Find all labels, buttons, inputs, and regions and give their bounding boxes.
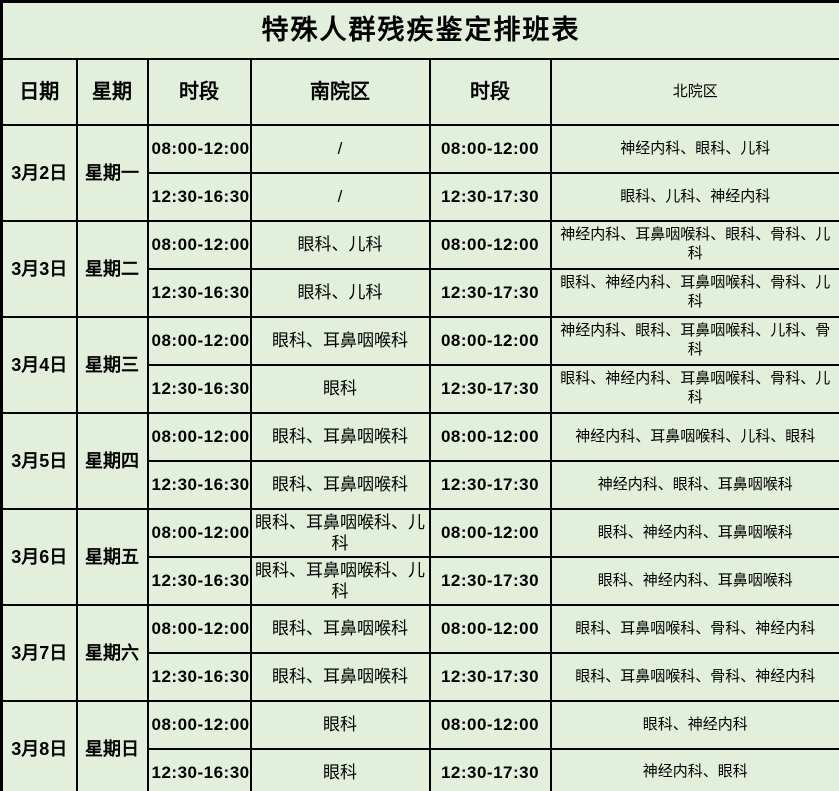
south-time-cell: 12:30-16:30: [146, 460, 252, 510]
date-cell: 3月4日: [0, 316, 78, 414]
north-time-cell: 12:30-17:30: [428, 268, 552, 318]
schedule-row-am: 3月7日 星期六 08:00-12:00 眼科、耳鼻咽喉科 08:00-12:0…: [0, 604, 839, 702]
date-cell: 3月2日: [0, 124, 78, 222]
col-header-date: 日期: [0, 58, 78, 126]
north-departments-cell: 神经内科、眼科、耳鼻咽喉科、儿科、骨科: [549, 316, 839, 366]
north-time-cell: 12:30-17:30: [428, 556, 552, 606]
north-time-cell: 08:00-12:00: [428, 604, 552, 654]
south-departments-cell: 眼科、耳鼻咽喉科、儿科: [249, 508, 431, 558]
south-time-cell: 08:00-12:00: [146, 316, 252, 366]
schedule-row-am: 3月8日 星期日 08:00-12:00 眼科 08:00-12:00 眼科、神…: [0, 700, 839, 791]
date-cell: 3月7日: [0, 604, 78, 702]
schedule-row-pm: 12:30-16:30 眼科、儿科 12:30-17:30 眼科、神经内科、耳鼻…: [2, 268, 839, 318]
south-time-cell: 08:00-12:00: [146, 508, 252, 558]
weekday-cell: 星期六: [75, 604, 149, 702]
north-time-cell: 08:00-12:00: [428, 124, 552, 174]
south-departments-cell: 眼科、儿科: [249, 268, 431, 318]
column-header-row: 日期 星期 时段 南院区 时段 北院区: [0, 58, 839, 126]
col-header-north-time: 时段: [428, 58, 552, 126]
north-departments-cell: 神经内科、耳鼻咽喉科、眼科、骨科、儿科: [549, 220, 839, 270]
schedule-row-am: 3月3日 星期二 08:00-12:00 眼科、儿科 08:00-12:00 神…: [0, 220, 839, 318]
schedule-body: 3月2日 星期一 08:00-12:00 / 08:00-12:00 神经内科、…: [0, 124, 839, 791]
south-time-cell: 08:00-12:00: [146, 124, 252, 174]
south-time-cell: 08:00-12:00: [146, 700, 252, 750]
north-time-cell: 12:30-17:30: [428, 364, 552, 414]
col-header-south-time: 时段: [146, 58, 252, 126]
south-time-cell: 12:30-16:30: [146, 652, 252, 702]
weekday-cell: 星期二: [75, 220, 149, 318]
south-time-cell: 08:00-12:00: [146, 604, 252, 654]
south-time-cell: 12:30-16:30: [146, 172, 252, 222]
schedule-row-am: 3月6日 星期五 08:00-12:00 眼科、耳鼻咽喉科、儿科 08:00-1…: [0, 508, 839, 606]
col-header-north-campus: 北院区: [549, 58, 839, 126]
schedule-row-pm: 12:30-16:30 眼科 12:30-17:30 神经内科、眼科: [2, 748, 839, 791]
weekday-cell: 星期四: [75, 412, 149, 510]
col-header-week: 星期: [75, 58, 149, 126]
schedule-row-pm: 12:30-16:30 / 12:30-17:30 眼科、儿科、神经内科: [2, 172, 839, 222]
weekday-cell: 星期五: [75, 508, 149, 606]
title-row: 特殊人群残疾鉴定排班表: [0, 0, 839, 60]
south-departments-cell: 眼科、耳鼻咽喉科: [249, 460, 431, 510]
north-time-cell: 12:30-17:30: [428, 748, 552, 791]
schedule-row-am: 3月2日 星期一 08:00-12:00 / 08:00-12:00 神经内科、…: [0, 124, 839, 222]
south-departments-cell: 眼科、儿科: [249, 220, 431, 270]
south-time-cell: 12:30-16:30: [146, 364, 252, 414]
south-time-cell: 08:00-12:00: [146, 412, 252, 462]
south-departments-cell: 眼科: [249, 700, 431, 750]
date-cell: 3月3日: [0, 220, 78, 318]
north-departments-cell: 眼科、神经内科: [549, 700, 839, 750]
north-time-cell: 08:00-12:00: [428, 220, 552, 270]
north-departments-cell: 神经内科、眼科: [549, 748, 839, 791]
south-departments-cell: /: [249, 124, 431, 174]
schedule-row-pm: 12:30-16:30 眼科、耳鼻咽喉科 12:30-17:30 神经内科、眼科…: [2, 460, 839, 510]
date-cell: 3月6日: [0, 508, 78, 606]
north-time-cell: 08:00-12:00: [428, 508, 552, 558]
north-time-cell: 12:30-17:30: [428, 172, 552, 222]
schedule-row-am: 3月5日 星期四 08:00-12:00 眼科、耳鼻咽喉科 08:00-12:0…: [0, 412, 839, 510]
south-departments-cell: 眼科、耳鼻咽喉科: [249, 604, 431, 654]
north-departments-cell: 眼科、神经内科、耳鼻咽喉科、骨科、儿科: [549, 268, 839, 318]
south-departments-cell: 眼科、耳鼻咽喉科: [249, 412, 431, 462]
col-header-south-campus: 南院区: [249, 58, 431, 126]
north-departments-cell: 神经内科、眼科、儿科: [549, 124, 839, 174]
south-time-cell: 12:30-16:30: [146, 268, 252, 318]
north-departments-cell: 眼科、耳鼻咽喉科、骨科、神经内科: [549, 604, 839, 654]
schedule-row-pm: 12:30-16:30 眼科 12:30-17:30 眼科、神经内科、耳鼻咽喉科…: [2, 364, 839, 414]
weekday-cell: 星期日: [75, 700, 149, 791]
page-title: 特殊人群残疾鉴定排班表: [0, 0, 839, 60]
north-time-cell: 12:30-17:30: [428, 652, 552, 702]
south-departments-cell: 眼科、耳鼻咽喉科: [249, 316, 431, 366]
south-time-cell: 12:30-16:30: [146, 556, 252, 606]
north-departments-cell: 眼科、神经内科、耳鼻咽喉科: [549, 508, 839, 558]
weekday-cell: 星期一: [75, 124, 149, 222]
south-departments-cell: 眼科、耳鼻咽喉科、儿科: [249, 556, 431, 606]
north-time-cell: 08:00-12:00: [428, 412, 552, 462]
south-departments-cell: /: [249, 172, 431, 222]
south-departments-cell: 眼科: [249, 748, 431, 791]
south-departments-cell: 眼科、耳鼻咽喉科: [249, 652, 431, 702]
north-departments-cell: 眼科、神经内科、耳鼻咽喉科、骨科、儿科: [549, 364, 839, 414]
north-departments-cell: 眼科、神经内科、耳鼻咽喉科: [549, 556, 839, 606]
north-departments-cell: 神经内科、眼科、耳鼻咽喉科: [549, 460, 839, 510]
date-cell: 3月5日: [0, 412, 78, 510]
north-departments-cell: 眼科、儿科、神经内科: [549, 172, 839, 222]
weekday-cell: 星期三: [75, 316, 149, 414]
south-time-cell: 08:00-12:00: [146, 220, 252, 270]
schedule-row-pm: 12:30-16:30 眼科、耳鼻咽喉科 12:30-17:30 眼科、耳鼻咽喉…: [2, 652, 839, 702]
date-cell: 3月8日: [0, 700, 78, 791]
south-departments-cell: 眼科: [249, 364, 431, 414]
north-time-cell: 12:30-17:30: [428, 460, 552, 510]
north-time-cell: 08:00-12:00: [428, 316, 552, 366]
north-departments-cell: 眼科、耳鼻咽喉科、骨科、神经内科: [549, 652, 839, 702]
south-time-cell: 12:30-16:30: [146, 748, 252, 791]
north-departments-cell: 神经内科、耳鼻咽喉科、儿科、眼科: [549, 412, 839, 462]
schedule-row-pm: 12:30-16:30 眼科、耳鼻咽喉科、儿科 12:30-17:30 眼科、神…: [2, 556, 839, 606]
north-time-cell: 08:00-12:00: [428, 700, 552, 750]
schedule-row-am: 3月4日 星期三 08:00-12:00 眼科、耳鼻咽喉科 08:00-12:0…: [0, 316, 839, 414]
